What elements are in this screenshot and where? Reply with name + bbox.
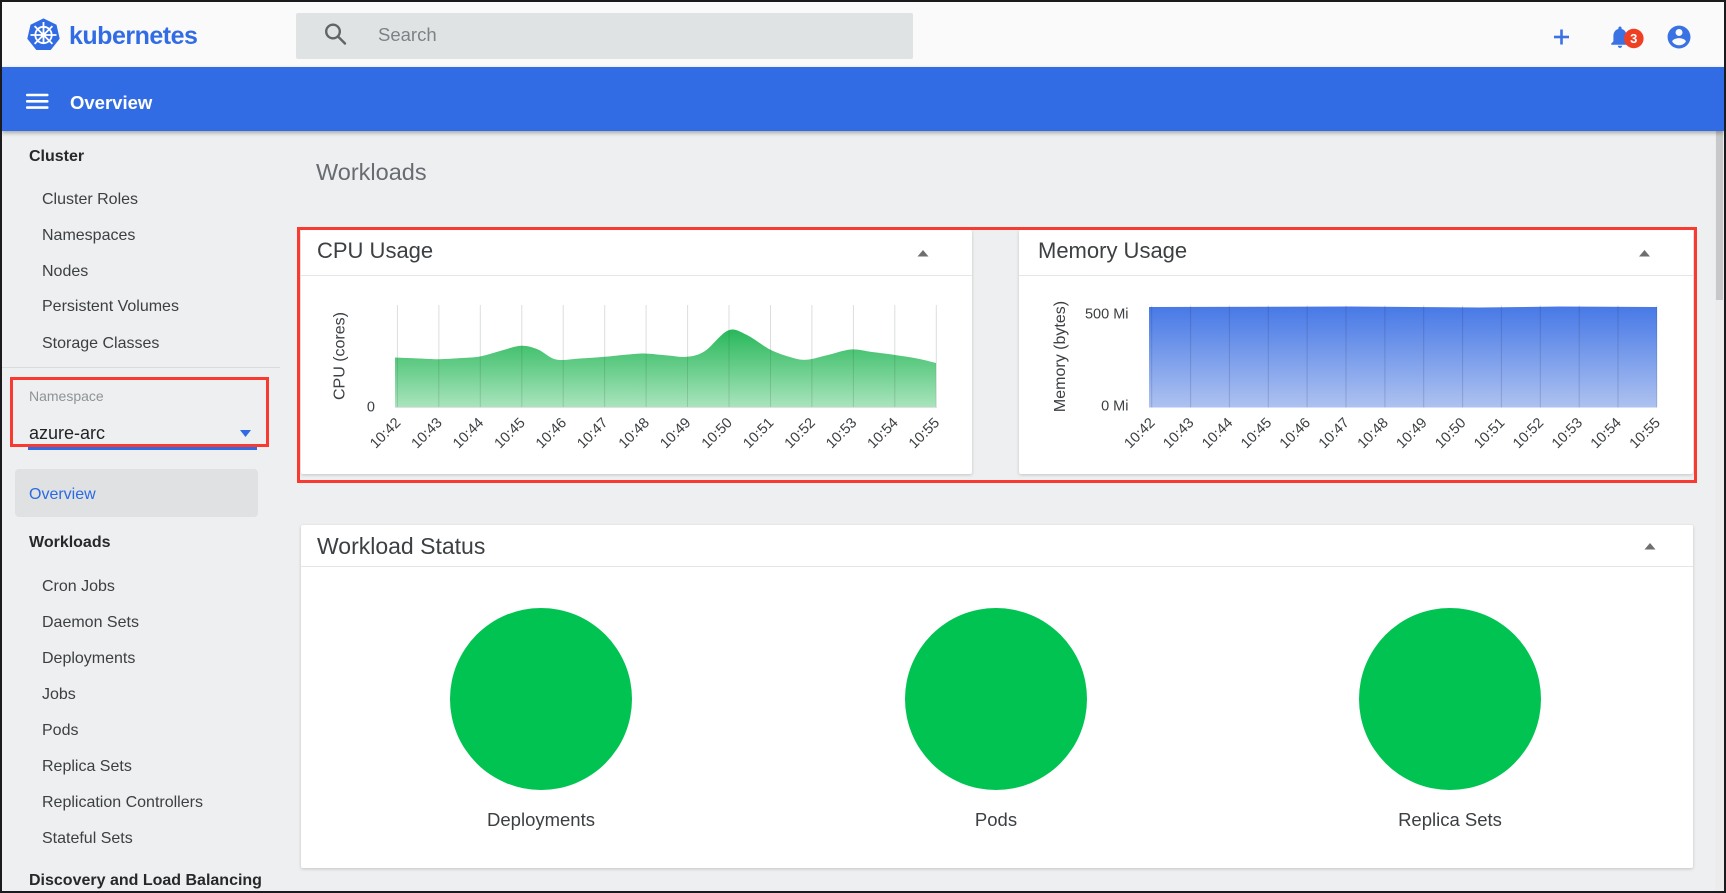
svg-text:Memory (bytes): Memory (bytes) — [1052, 301, 1069, 412]
svg-text:3: 3 — [1630, 31, 1637, 46]
svg-text:0: 0 — [367, 400, 375, 416]
svg-text:CPU (cores): CPU (cores) — [332, 312, 349, 400]
svg-text:500 Mi: 500 Mi — [1085, 307, 1129, 323]
svg-text:0 Mi: 0 Mi — [1101, 399, 1128, 415]
